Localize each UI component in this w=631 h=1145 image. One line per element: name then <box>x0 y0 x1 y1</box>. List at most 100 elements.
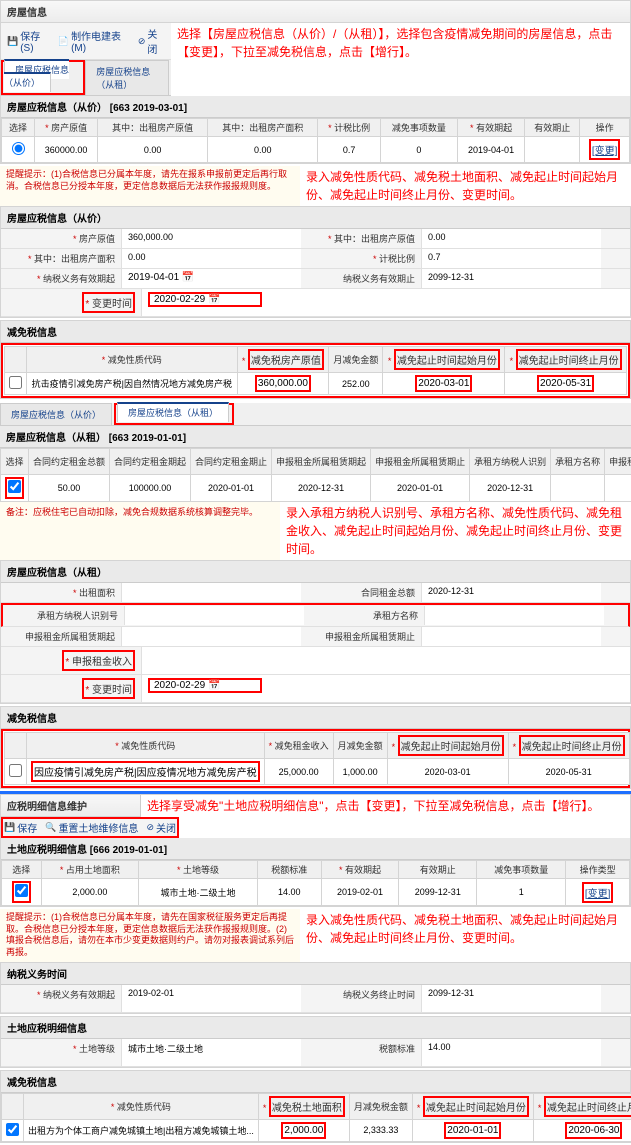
table-row[interactable]: 因应疫情引减免房产税|因应疫情况地方减免房产税 25,000.00 1,000.… <box>5 759 630 785</box>
row-select[interactable] <box>12 142 25 155</box>
td: 2020-05-31 <box>537 375 594 392</box>
reduction-table-2: 减免性质代码 减免租金收入 月减免金额 减免起止时间起始月份 减免起止时间终止月… <box>4 732 630 785</box>
save-button[interactable]: 💾 保存 <box>4 820 37 835</box>
table-row[interactable]: 抗击疫情引减免房产税|因自然情况地方减免房产税 360,000.00 252.0… <box>5 373 627 395</box>
td: 2,000.00 <box>41 879 139 906</box>
row-check[interactable] <box>8 480 21 493</box>
row-check[interactable] <box>15 884 28 897</box>
label: 纳税义务有效期起 <box>1 269 121 288</box>
form-row: 承租方纳税人识别号 承租方名称 <box>1 603 630 627</box>
td: 252.00 <box>329 373 383 395</box>
close-button[interactable]: ⊘ 关闭 <box>138 26 165 56</box>
make-label: 制作电建表(M) <box>71 28 130 54</box>
house-info-panel: 房屋信息 💾 保存(S) 📄 制作电建表(M) ⊘ 关闭 房屋应税信息（从价） … <box>0 0 631 164</box>
th: 申报租金所属租赁期止 <box>371 449 470 475</box>
th: 申报租金收入 <box>605 449 631 475</box>
label: 土地等级 <box>1 1039 121 1066</box>
value: 0.00 <box>121 249 301 268</box>
calendar-icon[interactable]: 📅 <box>208 294 220 305</box>
query-button[interactable]: 🔍 重置土地维修信息 <box>45 820 138 835</box>
tab-rent[interactable]: 房屋应税信息（从租） <box>85 60 169 95</box>
change-link[interactable]: [变更] <box>589 139 621 160</box>
label-change-time: 变更时间 <box>85 299 132 310</box>
th: 有效期止 <box>399 861 477 879</box>
td: 2099-12-31 <box>399 879 477 906</box>
th: 合同约定租金总额 <box>29 449 110 475</box>
value[interactable]: 2020-02-29 <box>154 680 205 691</box>
value[interactable] <box>424 606 604 625</box>
value[interactable] <box>141 647 630 674</box>
th: 减免事项数量 <box>380 119 457 137</box>
subheader-1: 房屋应税信息（从价） [663 2019-03-01] <box>1 96 630 118</box>
table-price-list: 选择 房产原值 其中：出租房产原值 其中：出租房产面积 计税比例 减免事项数量 … <box>1 118 630 163</box>
th: 减免税房产原值 <box>248 349 324 370</box>
row-check[interactable] <box>9 764 22 777</box>
table-row[interactable]: 出租方为个体工商户减免城镇土地|出租方减免城镇土地... 2,000.00 2,… <box>2 1119 631 1141</box>
th: 计税比例 <box>318 119 380 137</box>
annotation-5: 录入减免性质代码、减免税土地面积、减免起止时间起始月份、减免起止时间终止月份、变… <box>300 909 631 962</box>
table-row[interactable]: 2,000.00 城市土地·二级土地 14.00 2019-02-01 2099… <box>2 879 630 906</box>
value: 0.7 <box>421 249 601 268</box>
td: 0 <box>380 137 457 163</box>
hint-3: 提醒提示：(1)合税信息已分属本年度，请先在国家税征服务更定后再提取。合税信息已… <box>0 909 300 962</box>
hint-1: 提醒提示：(1)合税信息已分属本年度，请先在报系申报前更定后再行取消。合税信息已… <box>0 166 300 206</box>
tab-price[interactable]: 房屋应税信息（从价） <box>4 59 69 92</box>
th: 选择 <box>2 119 35 137</box>
th: 减免性质代码 <box>27 347 238 373</box>
th: 有效期起 <box>321 861 399 879</box>
tab-rent-2[interactable]: 房屋应税信息（从租） <box>117 402 229 422</box>
label: 纳税义务有效期止 <box>301 269 421 288</box>
label: 其中：出租房产面积 <box>1 249 121 268</box>
close-button[interactable]: ⊘ 关闭 <box>146 820 176 835</box>
tax-duty-panel: 纳税义务时间 纳税义务有效期起 2019-02-01 纳税义务终止时间 2099… <box>0 962 631 1014</box>
row-check[interactable] <box>6 1123 19 1136</box>
value: 2020-12-31 <box>421 583 601 602</box>
td: 城市土地·二级土地 <box>139 879 258 906</box>
annotation-3: 录入承租方纳税人识别号、承租方名称、减免性质代码、减免租金收入、减免起止时间起始… <box>280 502 631 560</box>
row-check[interactable] <box>9 376 22 389</box>
label: 计税比例 <box>301 249 421 268</box>
th: 月减免金额 <box>329 347 383 373</box>
make-button[interactable]: 📄 制作电建表(M) <box>58 28 130 54</box>
value <box>121 583 301 602</box>
l: 关闭 <box>156 820 176 835</box>
th: 其中：出租房产原值 <box>98 119 208 137</box>
form-row: 土地等级 城市土地·二级土地 税额标准 14.00 占用土地面积 2,000.0… <box>1 1039 630 1067</box>
land-table: 选择 占用土地面积 土地等级 税额标准 有效期起 有效期止 减免事项数量 操作类… <box>1 860 630 906</box>
land-detail-panel: 土地应税明细信息 土地等级 城市土地·二级土地 税额标准 14.00 占用土地面… <box>0 1016 631 1068</box>
label: 其中：出租房产原值 <box>301 229 421 248</box>
th: 减免起止时间终止月份 <box>519 735 625 756</box>
td: 25,000.00 <box>264 759 333 785</box>
th: 占用土地面积 <box>41 861 139 879</box>
td: 50.00 <box>29 475 110 502</box>
calendar-icon[interactable]: 📅 <box>208 680 220 691</box>
label: 纳税义务有效期起 <box>1 985 121 1012</box>
th: 合同约定租金期起 <box>110 449 191 475</box>
value[interactable] <box>124 606 304 625</box>
value: 360,000.00 <box>121 229 301 248</box>
td: 2020-06-30 <box>565 1122 622 1139</box>
th: 减免性质代码 <box>24 1093 259 1119</box>
table-row[interactable]: 360000.00 0.00 0.00 0.7 0 2019-04-01 [变更… <box>2 137 630 163</box>
th: 房产原值 <box>35 119 98 137</box>
calendar-icon[interactable]: 📅 <box>182 272 194 283</box>
table-row[interactable]: 50.00 100000.00 2020-01-01 2020-12-31 20… <box>1 475 631 502</box>
form-row: 纳税义务有效期起 2019-04-01 📅 纳税义务有效期止 2099-12-3… <box>1 269 630 289</box>
save-button[interactable]: 💾 保存(S) <box>7 28 50 54</box>
land-toolbar: 💾 保存 🔍 重置土地维修信息 ⊘ 关闭 <box>1 817 179 838</box>
value <box>421 627 601 646</box>
form-row: 纳税义务有效期起 2019-02-01 纳税义务终止时间 2099-12-31 … <box>1 985 630 1013</box>
td: 360000.00 <box>35 137 98 163</box>
change-link[interactable]: [变更] <box>582 882 614 903</box>
td: 2020-05-31 <box>508 759 629 785</box>
l: 重置土地维修信息 <box>58 820 138 835</box>
form-row: 变更时间 2020-02-29 📅 <box>1 289 630 317</box>
th: 减免起止时间起始月份 <box>398 735 504 756</box>
td: 因应疫情引减免房产税|因应疫情况地方减免房产税 <box>31 761 260 782</box>
value[interactable]: 2020-02-29 <box>154 294 205 305</box>
label-lessee-id: 承租方纳税人识别号 <box>4 606 124 625</box>
th: 选择 <box>2 861 42 879</box>
value: 0.00 <box>421 229 601 248</box>
tab-price-2[interactable]: 房屋应税信息（从价） <box>0 403 112 425</box>
td: 100000.00 <box>110 475 191 502</box>
